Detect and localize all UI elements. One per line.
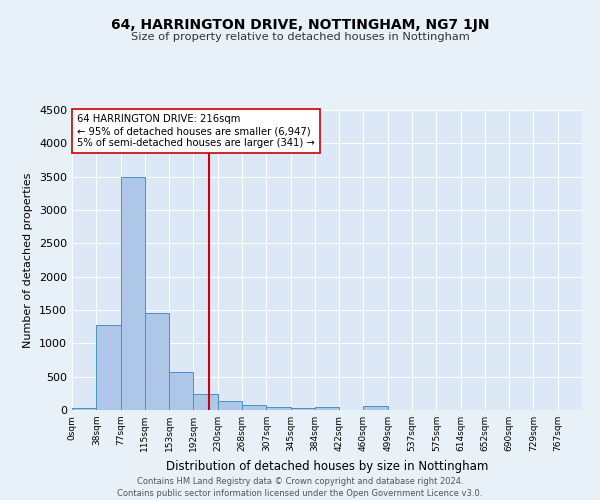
Bar bbox=[315, 406, 339, 410]
Bar bbox=[96, 324, 121, 410]
Bar bbox=[290, 408, 315, 410]
Bar bbox=[193, 394, 218, 410]
Text: 64 HARRINGTON DRIVE: 216sqm
← 95% of detached houses are smaller (6,947)
5% of s: 64 HARRINGTON DRIVE: 216sqm ← 95% of det… bbox=[77, 114, 315, 148]
Text: Size of property relative to detached houses in Nottingham: Size of property relative to detached ho… bbox=[131, 32, 469, 42]
Bar bbox=[169, 372, 193, 410]
Bar bbox=[242, 404, 266, 410]
Text: Contains HM Land Registry data © Crown copyright and database right 2024.
Contai: Contains HM Land Registry data © Crown c… bbox=[118, 476, 482, 498]
Bar bbox=[364, 406, 388, 410]
Bar bbox=[72, 408, 96, 410]
Bar bbox=[121, 176, 145, 410]
Text: 64, HARRINGTON DRIVE, NOTTINGHAM, NG7 1JN: 64, HARRINGTON DRIVE, NOTTINGHAM, NG7 1J… bbox=[111, 18, 489, 32]
X-axis label: Distribution of detached houses by size in Nottingham: Distribution of detached houses by size … bbox=[166, 460, 488, 472]
Bar bbox=[266, 408, 290, 410]
Bar bbox=[145, 312, 169, 410]
Bar bbox=[218, 402, 242, 410]
Y-axis label: Number of detached properties: Number of detached properties bbox=[23, 172, 34, 348]
